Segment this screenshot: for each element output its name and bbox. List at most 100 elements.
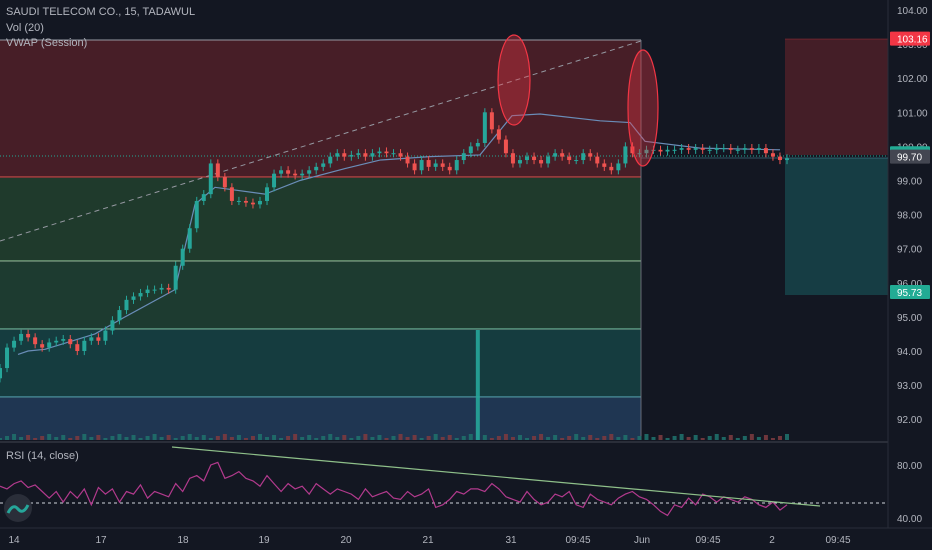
candle [426, 155, 431, 171]
volume-bar [335, 437, 340, 440]
volume-legend[interactable]: Vol (20) [6, 22, 44, 34]
candle [194, 196, 199, 233]
volume-bar [293, 434, 298, 440]
volume-bar [187, 434, 192, 440]
price-tick-label: 97.00 [897, 245, 922, 256]
volume-bar [272, 435, 277, 440]
candles [0, 108, 789, 383]
volume-bar [166, 435, 171, 440]
price-tick-label: 93.00 [897, 381, 922, 392]
candle [672, 145, 677, 154]
volume-bar [461, 436, 466, 440]
volume-bar [679, 434, 684, 440]
price-tick-label: 94.00 [897, 347, 922, 358]
volume-bar [412, 435, 417, 440]
candle [686, 144, 691, 154]
candle [447, 162, 452, 175]
candle [82, 336, 87, 356]
candle [735, 145, 740, 154]
candle [138, 288, 143, 301]
volume-bar [342, 435, 347, 440]
volume-bar [152, 434, 157, 440]
volume-bar [384, 438, 389, 440]
volume-bar [159, 437, 164, 440]
volume-bar [728, 435, 733, 440]
candle [658, 145, 663, 156]
volume-bar [630, 438, 635, 440]
candle [665, 145, 670, 156]
candle [391, 149, 396, 158]
volume-bar [440, 437, 445, 440]
volume-bar [33, 438, 38, 440]
volume-bar [194, 437, 199, 440]
symbol-legend[interactable]: SAUDI TELECOM CO., 15, TADAWUL [6, 6, 196, 18]
candle [567, 152, 572, 165]
volume-bar [525, 438, 530, 440]
highlight-ellipse-2 [627, 49, 659, 167]
candle [12, 336, 17, 352]
volume-bar [208, 438, 213, 440]
volume-bar [307, 435, 312, 440]
volume-bar [623, 435, 628, 440]
candle [785, 154, 789, 165]
time-tick-label: 21 [422, 535, 434, 546]
candle [440, 159, 445, 171]
tradingview-logo[interactable] [4, 494, 32, 522]
volume-bar [47, 434, 52, 440]
rsi-tick-label: 80.00 [897, 461, 922, 472]
rsi-legend[interactable]: RSI (14, close) [6, 450, 79, 462]
volume-bar [447, 435, 452, 440]
price-tick-label: 95.00 [897, 313, 922, 324]
volume-bar [222, 434, 227, 440]
candle [532, 152, 537, 165]
volume-bar [595, 438, 600, 440]
candle [370, 149, 375, 161]
candle [26, 329, 31, 342]
candle [503, 135, 508, 158]
volume-bar [602, 436, 607, 440]
volume-bar [770, 438, 775, 440]
volume-bar [539, 434, 544, 440]
volume-bar [672, 436, 677, 440]
volume-bar [560, 438, 565, 440]
time-tick-label: 2 [769, 535, 775, 546]
candle [236, 196, 241, 206]
volume-bar [103, 438, 108, 440]
volume-bar [756, 437, 761, 440]
candle [201, 190, 206, 206]
volume-bars [0, 330, 789, 440]
volume-bar [180, 436, 185, 440]
volume-bar [468, 434, 473, 440]
candle [300, 169, 305, 180]
volume-bar [510, 437, 515, 440]
volume-bar [475, 330, 480, 440]
volume-bar [286, 436, 291, 440]
time-tick-label: 09:45 [565, 535, 590, 546]
candle [609, 162, 614, 175]
volume-bar [398, 434, 403, 440]
volume-bar [686, 437, 691, 440]
volume-bar [693, 435, 698, 440]
rsi-trend-line [171, 446, 821, 507]
price-tick-label: 104.00 [897, 6, 928, 17]
candle [581, 149, 586, 165]
right-stop-zone [785, 39, 888, 155]
candle [47, 338, 52, 352]
candle [700, 144, 705, 154]
candle [644, 145, 649, 158]
volume-bar [215, 436, 220, 440]
volume-bar [138, 438, 143, 440]
candle [124, 295, 129, 315]
candle [131, 292, 136, 304]
vwap-legend[interactable]: VWAP (Session) [6, 37, 88, 49]
candle [54, 336, 59, 347]
volume-bar [250, 436, 255, 440]
candle [152, 285, 157, 294]
candle [5, 343, 10, 373]
volume-bar [314, 438, 319, 440]
candle [159, 283, 164, 294]
time-tick-label: 31 [505, 535, 517, 546]
candle [40, 340, 45, 352]
candle [756, 144, 761, 154]
